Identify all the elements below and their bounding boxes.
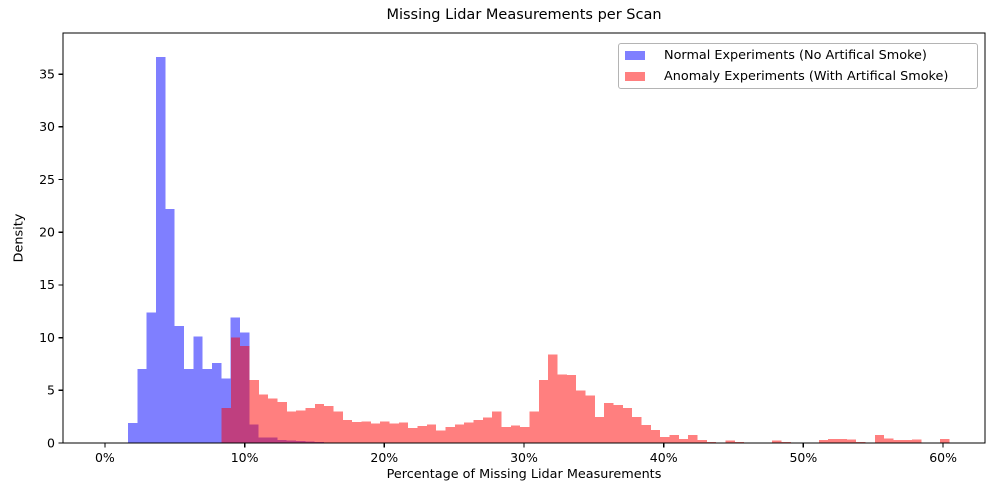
y-tick-label: 5 xyxy=(47,383,55,398)
y-tick-label: 15 xyxy=(39,277,55,292)
x-tick-label: 30% xyxy=(510,450,538,465)
series-area-anomaly xyxy=(221,337,950,443)
legend-swatch-normal xyxy=(625,51,645,60)
legend-entry-normal: Normal Experiments (No Artifical Smoke) xyxy=(625,47,977,65)
y-tick-label: 10 xyxy=(39,330,55,345)
series-area-normal xyxy=(127,57,324,444)
legend-swatch-anomaly xyxy=(625,72,645,81)
y-tick-label: 25 xyxy=(39,172,55,187)
y-tick-label: 20 xyxy=(39,225,55,240)
legend-label-normal: Normal Experiments (No Artifical Smoke) xyxy=(664,48,927,63)
x-tick-label: 50% xyxy=(789,450,817,465)
y-tick-label: 30 xyxy=(39,119,55,134)
x-tick-label: 10% xyxy=(231,450,259,465)
x-tick-label: 60% xyxy=(929,450,957,465)
x-tick-label: 40% xyxy=(650,450,678,465)
x-tick-label: 20% xyxy=(370,450,398,465)
chart-title: Missing Lidar Measurements per Scan xyxy=(386,7,662,23)
y-tick-label: 0 xyxy=(47,435,55,450)
legend: Normal Experiments (No Artifical Smoke) … xyxy=(618,43,978,89)
x-tick-label: 0% xyxy=(95,450,115,465)
x-axis-label: Percentage of Missing Lidar Measurements xyxy=(386,467,662,482)
legend-entry-anomaly: Anomaly Experiments (With Artifical Smok… xyxy=(625,68,977,86)
y-tick-label: 35 xyxy=(39,66,55,81)
legend-label-anomaly: Anomaly Experiments (With Artifical Smok… xyxy=(664,69,949,84)
